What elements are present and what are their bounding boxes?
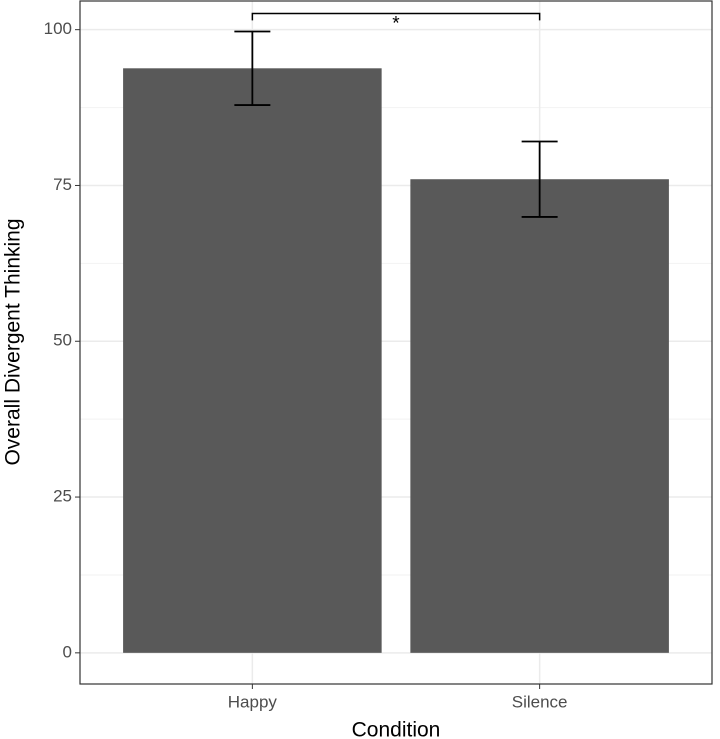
y-tick-label: 0 [63,642,72,661]
error-bar [521,140,558,218]
x-axis-title: Condition [352,719,441,739]
y-tick-label: 50 [53,331,72,350]
significance-label: * [392,13,400,34]
panel-border [79,0,713,685]
x-tick-label: Happy [228,692,278,711]
error-bar [234,30,271,106]
y-tick-label: 25 [53,487,72,506]
y-tick-label: 100 [44,19,72,38]
y-axis-title: Overall Divergent Thinking [2,218,25,465]
significance-bracket [251,12,541,21]
x-tick-label: Silence [512,692,568,711]
bar [123,68,382,653]
bar [410,179,669,653]
y-tick-label: 75 [53,175,72,194]
